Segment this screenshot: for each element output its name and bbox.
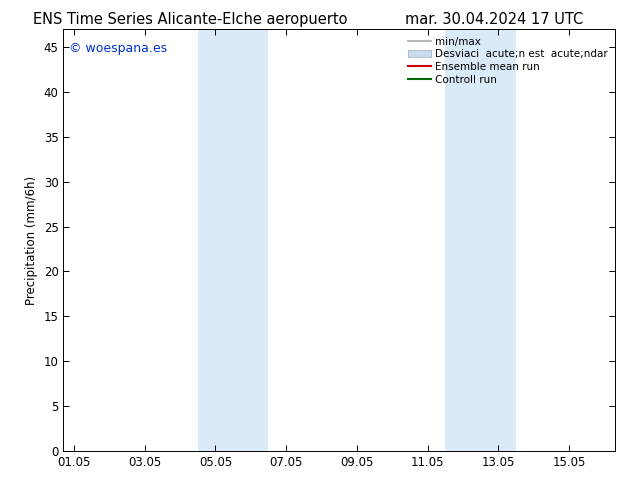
Bar bbox=[198, 29, 268, 451]
Text: ENS Time Series Alicante-Elche aeropuerto: ENS Time Series Alicante-Elche aeropuert… bbox=[33, 12, 347, 27]
Text: mar. 30.04.2024 17 UTC: mar. 30.04.2024 17 UTC bbox=[405, 12, 584, 27]
Legend: min/max, Desviaci  acute;n est  acute;ndar, Ensemble mean run, Controll run: min/max, Desviaci acute;n est acute;ndar… bbox=[404, 32, 612, 89]
Text: © woespana.es: © woespana.es bbox=[69, 42, 167, 55]
Y-axis label: Precipitation (mm/6h): Precipitation (mm/6h) bbox=[25, 175, 38, 305]
Bar bbox=[445, 29, 516, 451]
